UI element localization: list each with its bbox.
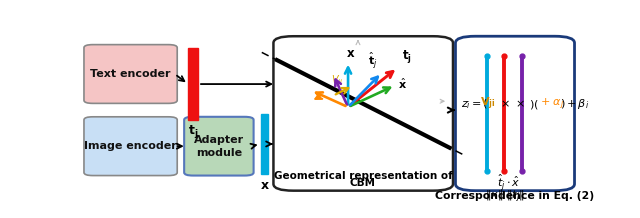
Text: $) + \beta_i$: $) + \beta_i$ — [560, 97, 589, 111]
Text: Correspondence in Eq. (2): Correspondence in Eq. (2) — [435, 191, 595, 201]
Text: $+\ \alpha_j$: $+\ \alpha_j$ — [540, 97, 564, 112]
Text: $\hat{t}_j \cdot \hat{x}$: $\hat{t}_j \cdot \hat{x}$ — [497, 172, 521, 193]
Text: $z_i = ($: $z_i = ($ — [461, 97, 488, 111]
Text: $\mathbf{x}$: $\mathbf{x}$ — [260, 179, 269, 192]
Text: $\|x\|\ \|t_j\|$: $\|x\|\ \|t_j\|$ — [484, 188, 525, 205]
Bar — [188, 48, 198, 120]
FancyBboxPatch shape — [273, 36, 453, 191]
Text: Image encoder: Image encoder — [84, 141, 177, 151]
Text: CBM: CBM — [350, 179, 376, 188]
Text: $\mathbf{x}$: $\mathbf{x}$ — [346, 47, 355, 60]
Text: $\times$: $\times$ — [500, 99, 509, 109]
FancyBboxPatch shape — [184, 117, 253, 175]
Text: $\mathbf{t_j}$: $\mathbf{t_j}$ — [188, 123, 198, 140]
Text: $\mathbf{V_{ji}}$: $\mathbf{V_{ji}}$ — [480, 96, 495, 112]
Text: $\times$: $\times$ — [515, 99, 525, 109]
Text: Geometrical representation of: Geometrical representation of — [273, 171, 452, 181]
Text: $\hat{\mathbf{x}}$: $\hat{\mathbf{x}}$ — [397, 77, 406, 91]
Text: $) ($: $) ($ — [529, 98, 540, 111]
Text: $\hat{\mathbf{t}}_j$: $\hat{\mathbf{t}}_j$ — [368, 50, 378, 71]
FancyBboxPatch shape — [84, 45, 177, 103]
FancyBboxPatch shape — [84, 117, 177, 175]
Text: Text encoder: Text encoder — [90, 69, 171, 79]
Text: $\mathbf{t_j}$: $\mathbf{t_j}$ — [402, 48, 412, 65]
Text: Adapter
module: Adapter module — [194, 135, 244, 158]
FancyBboxPatch shape — [456, 36, 575, 191]
Bar — [260, 114, 269, 174]
Text: $V_{ji}$: $V_{ji}$ — [331, 73, 343, 88]
